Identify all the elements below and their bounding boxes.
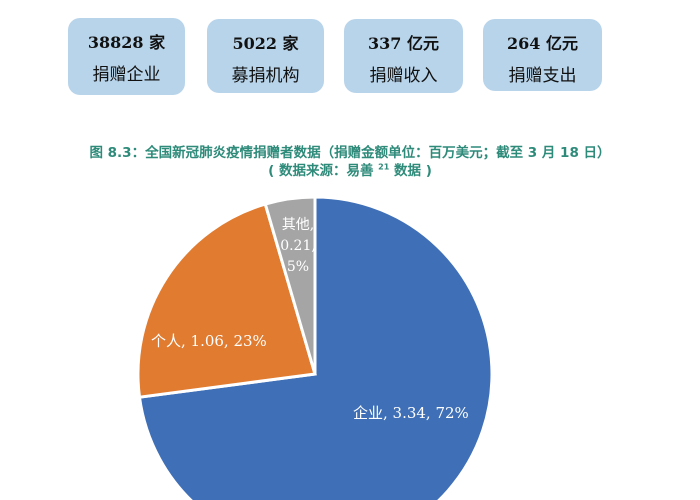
label-enterprise: 企业, 3.34, 72% <box>353 404 469 422</box>
source-suffix: 数据 ) <box>394 163 432 179</box>
chart-title: 图 8.3：全国新冠肺炎疫情捐赠者数据（捐赠金额单位：百万美元；截至 3 月 1… <box>89 145 611 161</box>
stat-label: 捐赠支出 <box>508 66 577 86</box>
stat-value: 38828 家 <box>87 33 166 52</box>
stat-card-donation-expense: 264 亿元 捐赠支出 <box>483 19 602 91</box>
label-individual: 个人, 1.06, 23% <box>151 332 267 350</box>
label-other-line2: 0.21, <box>280 238 316 254</box>
stat-value: 5022 家 <box>232 34 299 53</box>
footnote-ref: 21 <box>378 162 390 172</box>
stat-label: 捐赠收入 <box>369 66 438 86</box>
pie-slice-other <box>263 195 317 375</box>
source-prefix: ( 数据来源：易善 <box>268 163 374 179</box>
stat-value: 337 亿元 <box>368 34 439 53</box>
stat-label: 募捐机构 <box>231 66 300 86</box>
stat-card-donation-income: 337 亿元 捐赠收入 <box>344 19 463 93</box>
label-other-line1: 其他, <box>282 217 314 233</box>
chart-source: ( 数据来源：易善 21 数据 ) <box>0 159 700 180</box>
stat-card-enterprises: 38828 家 捐赠企业 <box>68 18 185 95</box>
stat-label: 捐赠企业 <box>92 65 161 85</box>
stat-value: 264 亿元 <box>507 34 578 53</box>
label-other-line3: 5% <box>287 259 309 275</box>
stat-card-fundraising-orgs: 5022 家 募捐机构 <box>207 19 324 93</box>
pie-slice-individual <box>136 202 317 399</box>
